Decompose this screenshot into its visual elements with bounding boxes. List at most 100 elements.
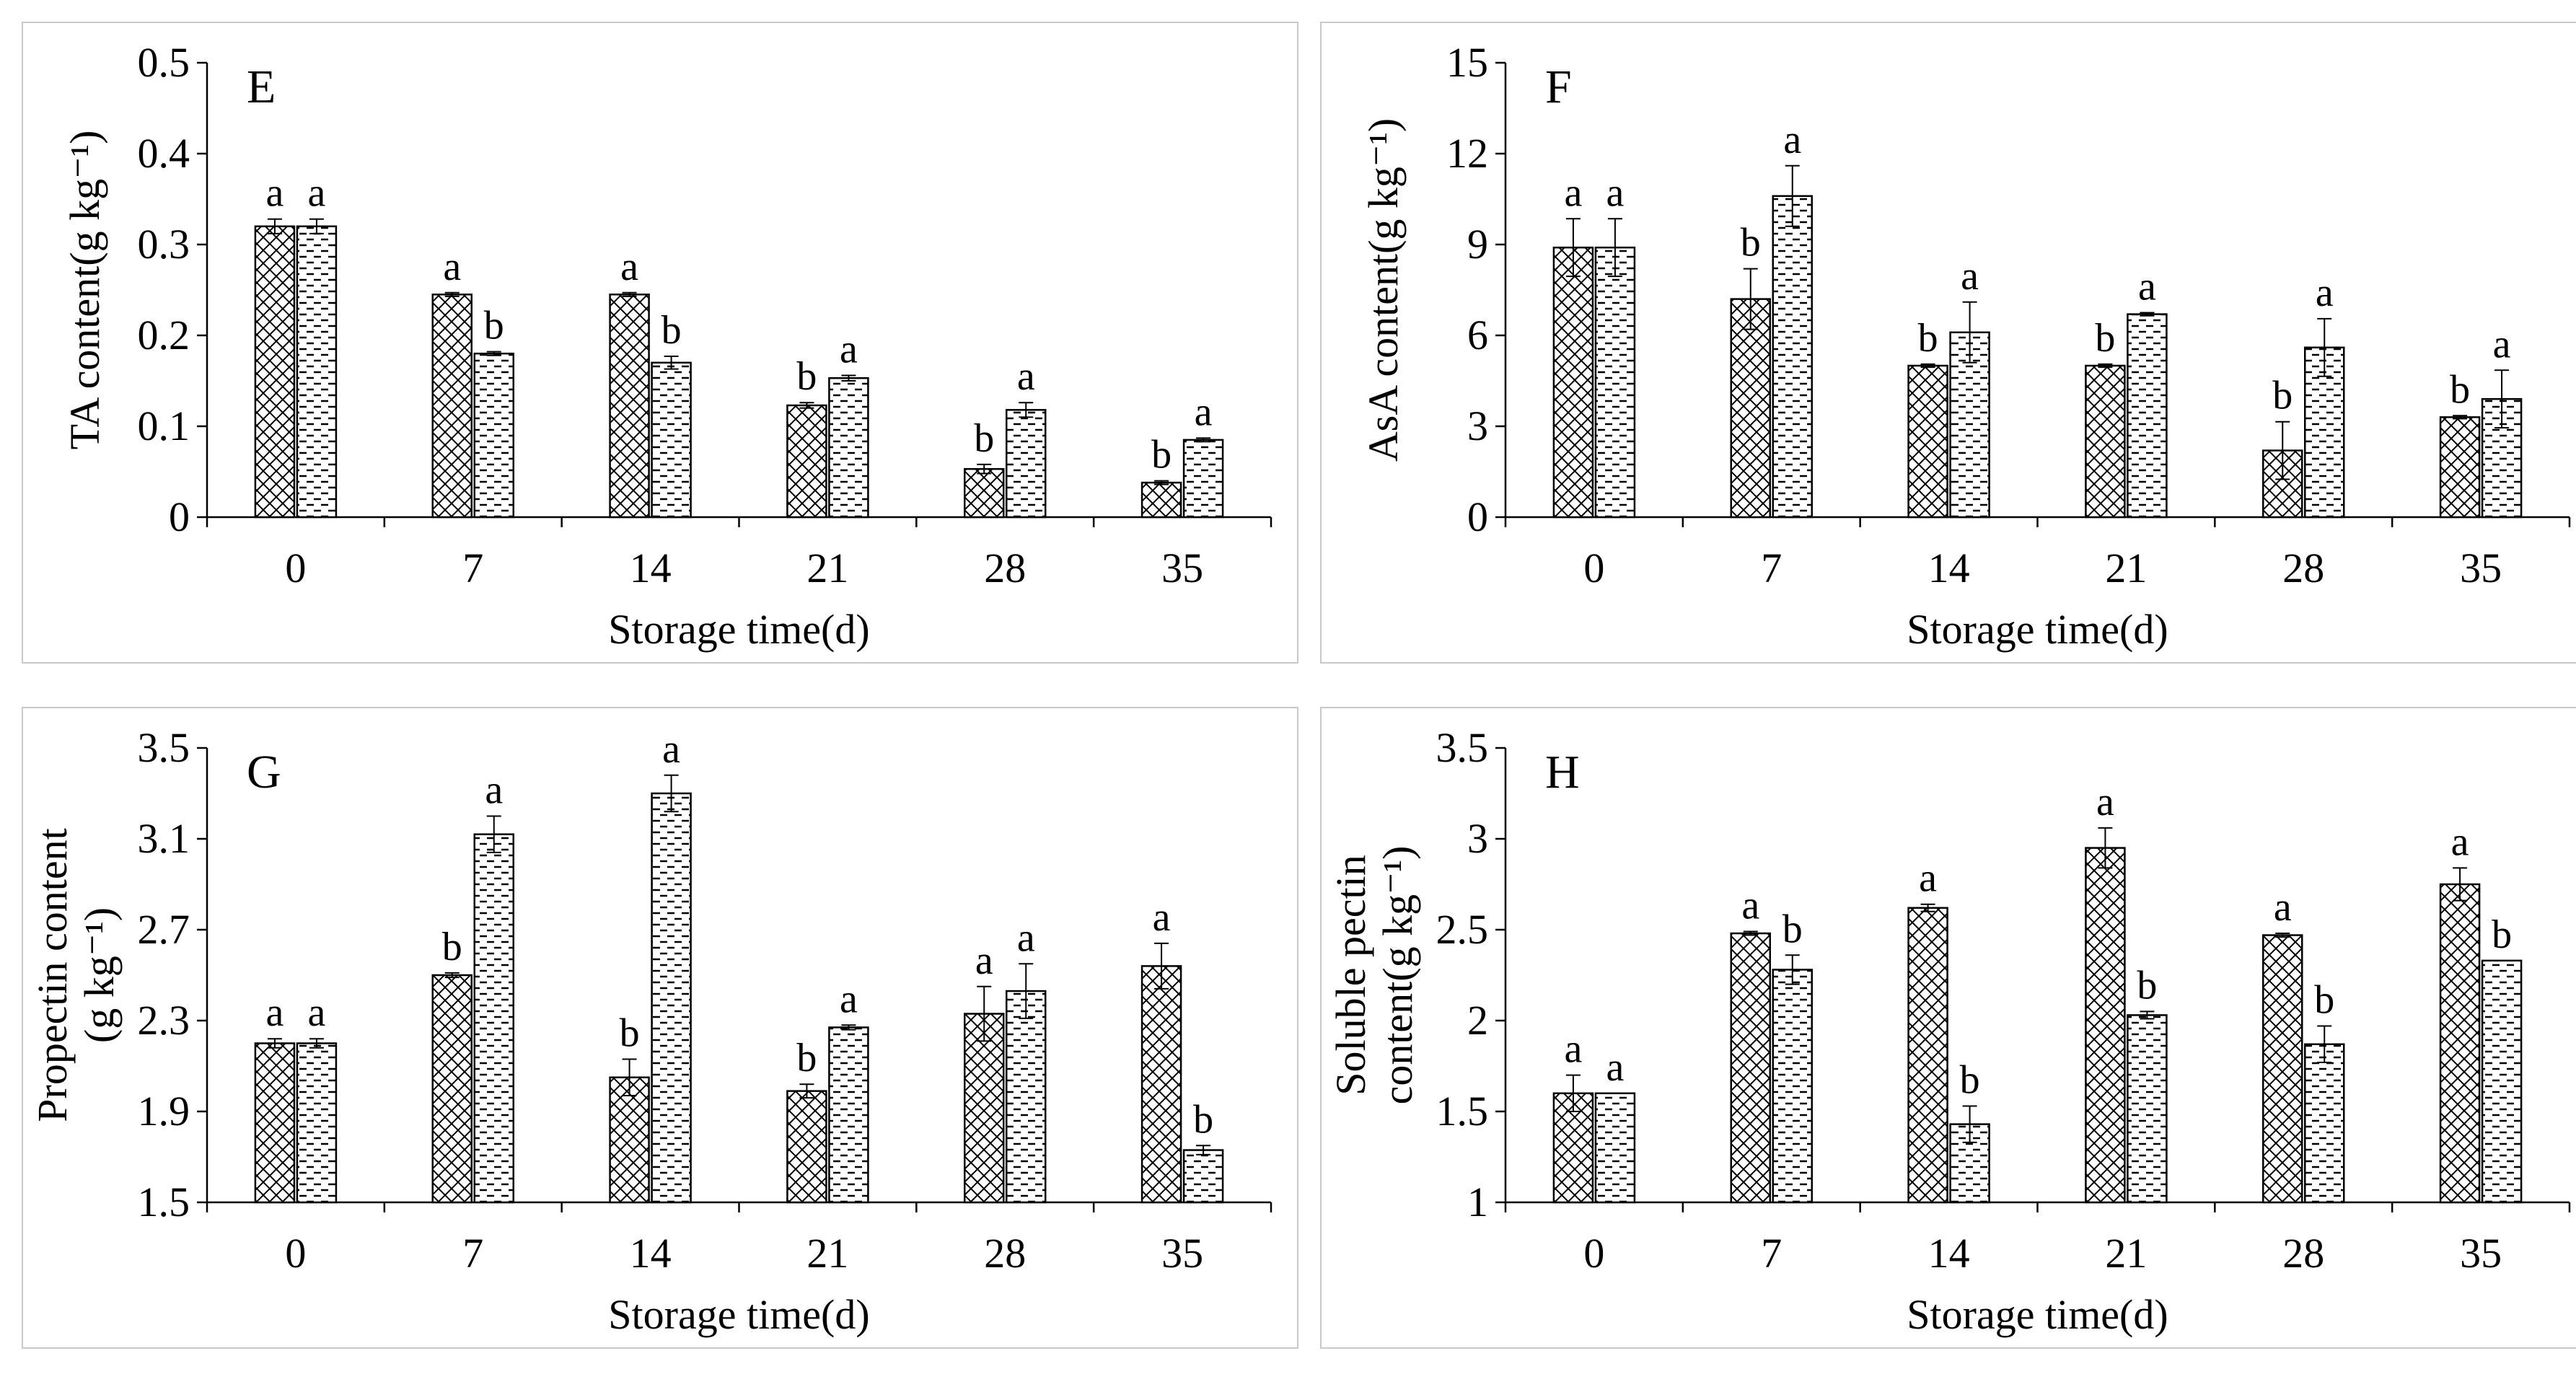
- y-tick-label: 1.9: [138, 1088, 190, 1135]
- y-tick-label: 0.2: [138, 312, 190, 358]
- significance-label: b: [2272, 374, 2293, 418]
- significance-label: a: [840, 977, 858, 1021]
- y-tick-label: 0.3: [138, 221, 190, 268]
- panel-letter: H: [1545, 746, 1580, 798]
- significance-label: b: [661, 308, 682, 353]
- x-tick-label: 28: [2282, 1230, 2324, 1277]
- bar: [1730, 298, 1771, 519]
- y-tick-label: 6: [1467, 312, 1488, 358]
- bar: [1140, 481, 1182, 519]
- significance-label: b: [2137, 963, 2157, 1008]
- significance-label: a: [2316, 270, 2334, 315]
- significance-label: a: [1919, 856, 1937, 901]
- y-tick-label: 2.7: [138, 906, 190, 953]
- significance-label: b: [1193, 1097, 1213, 1142]
- y-axis-title: (g kg⁻¹): [76, 907, 123, 1043]
- y-tick-label: 0: [1467, 493, 1488, 540]
- bar: [2304, 1043, 2345, 1204]
- y-tick-label: 0.1: [138, 402, 190, 449]
- bar: [2127, 1014, 2168, 1204]
- significance-label: a: [2493, 322, 2511, 366]
- y-axis-title: Soluble pectin: [1327, 855, 1374, 1095]
- significance-label: a: [2451, 819, 2469, 864]
- x-tick-label: 28: [984, 545, 1026, 591]
- y-tick-label: 3: [1467, 815, 1488, 862]
- y-tick-label: 1.5: [1436, 1088, 1489, 1135]
- significance-label: b: [1741, 221, 1761, 265]
- significance-label: a: [307, 990, 325, 1035]
- x-axis-title: Storage time(d): [1907, 606, 2168, 653]
- y-tick-label: 0.5: [138, 39, 190, 86]
- x-tick-label: 14: [630, 1230, 672, 1277]
- significance-label: b: [620, 1011, 640, 1056]
- significance-label: a: [2274, 885, 2292, 930]
- x-tick-label: 35: [2460, 1230, 2502, 1277]
- y-tick-label: 12: [1446, 130, 1488, 177]
- y-tick-label: 3.5: [1436, 724, 1489, 771]
- bar: [1140, 965, 1182, 1204]
- bar: [2439, 416, 2481, 519]
- significance-label: a: [265, 171, 283, 216]
- significance-label: a: [443, 245, 461, 289]
- chart-g: G 1.5 1.9 2.3 2.7 3.1 3.5 0 7 14 21 28 35 Storage tim…: [29, 724, 1272, 1338]
- x-tick-label: 7: [462, 545, 483, 591]
- significance-label: a: [975, 938, 993, 983]
- significance-label: b: [2492, 912, 2512, 957]
- panel-letter: G: [247, 746, 281, 798]
- x-tick-label: 14: [1928, 1230, 1970, 1277]
- y-axis-title: TA content(g kg⁻¹): [61, 131, 108, 450]
- x-tick-label: 21: [2105, 1230, 2147, 1277]
- chart-e: E 0 0.1 0.2 0.3 0.4 0.5 0 7 14 21 28 35 Storage time(…: [61, 39, 1272, 653]
- significance-label: b: [1960, 1057, 1980, 1102]
- significance-label: a: [485, 768, 503, 813]
- bar: [609, 294, 650, 519]
- chart-panel-e: E 0 0.1 0.2 0.3 0.4 0.5 0 7 14 21 28 35 Storage time(…: [22, 22, 1298, 664]
- x-tick-label: 21: [2105, 545, 2147, 591]
- bar: [2262, 934, 2303, 1204]
- y-tick-label: 0: [169, 493, 190, 540]
- bar: [2439, 883, 2481, 1204]
- bar: [254, 1042, 296, 1204]
- x-tick-label: 7: [1761, 1230, 1782, 1277]
- significance-label: b: [2450, 367, 2470, 412]
- bar: [1772, 969, 1813, 1204]
- panel-letter: E: [247, 61, 276, 113]
- significance-label: b: [1782, 907, 1803, 951]
- significance-label: b: [974, 416, 994, 461]
- significance-label: a: [2096, 780, 2114, 824]
- y-tick-label: 2.5: [1436, 906, 1489, 953]
- x-tick-label: 35: [1161, 1230, 1203, 1277]
- x-tick-label: 21: [806, 545, 848, 591]
- y-tick-label: 3.5: [138, 724, 190, 771]
- x-tick-label: 0: [285, 1230, 306, 1277]
- significance-label: a: [2138, 265, 2156, 309]
- significance-label: a: [1564, 170, 1582, 215]
- chart-panel-h: H 1 1.5 2 2.5 3 3.5 0 7 14 21 28 35 Storage time(d) So…: [1320, 707, 2576, 1349]
- bar: [254, 225, 296, 519]
- bar: [1907, 364, 1948, 519]
- y-tick-label: 9: [1467, 221, 1488, 268]
- bar: [1006, 409, 1047, 519]
- bar: [296, 1042, 338, 1204]
- bar: [1182, 1149, 1224, 1204]
- bar: [2085, 364, 2126, 519]
- panel-letter: F: [1545, 61, 1572, 113]
- bar: [1594, 246, 1636, 519]
- y-tick-label: 15: [1446, 39, 1488, 86]
- significance-label: a: [840, 327, 858, 371]
- bar: [609, 1076, 650, 1204]
- x-tick-label: 14: [630, 545, 672, 591]
- significance-label: a: [620, 245, 638, 289]
- bar: [473, 833, 514, 1204]
- bar: [1772, 195, 1813, 519]
- significance-label: b: [1151, 433, 1171, 477]
- x-tick-label: 0: [1583, 1230, 1604, 1277]
- bar: [1730, 932, 1771, 1204]
- x-tick-label: 35: [2460, 545, 2502, 591]
- x-tick-label: 35: [1161, 545, 1203, 591]
- bar: [1594, 1092, 1636, 1204]
- y-tick-label: 2.3: [138, 997, 190, 1044]
- significance-label: b: [1918, 316, 1938, 361]
- significance-label: b: [442, 925, 462, 969]
- significance-label: b: [2095, 316, 2115, 361]
